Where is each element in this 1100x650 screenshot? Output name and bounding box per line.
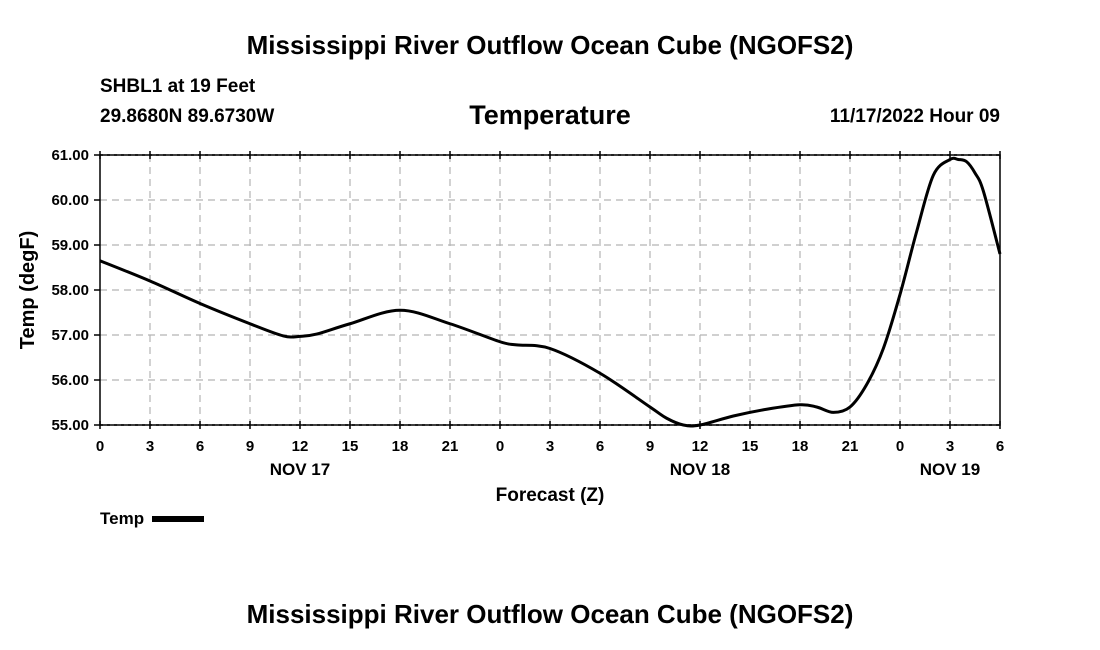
y-tick-label: 56.00 [51,372,89,389]
x-tick-label: 18 [392,438,409,455]
x-day-label: NOV 17 [270,460,330,479]
x-tick-label: 15 [342,438,359,455]
x-tick-label: 9 [246,438,254,455]
x-tick-label: 9 [646,438,654,455]
x-axis-title: Forecast (Z) [496,485,605,506]
y-tick-label: 60.00 [51,192,89,209]
x-tick-label: 6 [196,438,204,455]
station-label: SHBL1 at 19 Feet [100,76,256,97]
y-axis-title: Temp (degF) [17,231,39,350]
x-tick-label: 3 [546,438,554,455]
chart-footer-title: Mississippi River Outflow Ocean Cube (NG… [246,599,854,629]
axis-labels: 0 3 6 9 12 15 18 21 0 3 6 9 12 15 18 21 0 3 6 55.00 56.00 57.… [51,147,1004,479]
legend-line-swatch [152,516,205,522]
x-day-label: NOV 19 [920,460,980,479]
x-tick-label: 0 [496,438,504,455]
x-tick-label: 21 [842,438,859,455]
chart-main-title: Mississippi River Outflow Ocean Cube (NG… [246,30,854,60]
x-tick-label: 6 [596,438,604,455]
x-tick-label: 21 [442,438,459,455]
legend: Temp [100,509,205,529]
series-line-temp [99,156,1002,428]
x-tick-label: 3 [946,438,954,455]
legend-label: Temp [100,509,145,528]
x-tick-label: 18 [792,438,809,455]
station-coordinates: 29.8680N 89.6730W [100,106,275,127]
x-tick-label: 0 [896,438,904,455]
series-layer [99,156,1002,428]
x-tick-label: 15 [742,438,759,455]
y-tick-label: 58.00 [51,282,89,299]
x-day-label: NOV 18 [670,460,730,479]
forecast-datetime: 11/17/2022 Hour 09 [829,106,1000,127]
y-tick-label: 59.00 [51,237,89,254]
x-tick-label: 12 [292,438,309,455]
x-tick-label: 6 [996,438,1004,455]
y-tick-label: 55.00 [51,417,89,434]
y-tick-label: 61.00 [51,147,89,164]
chart-subtitle: Temperature [469,100,631,130]
y-tick-label: 57.00 [51,327,89,344]
x-tick-label: 12 [692,438,709,455]
x-tick-label: 3 [146,438,154,455]
x-tick-label: 0 [96,438,104,455]
